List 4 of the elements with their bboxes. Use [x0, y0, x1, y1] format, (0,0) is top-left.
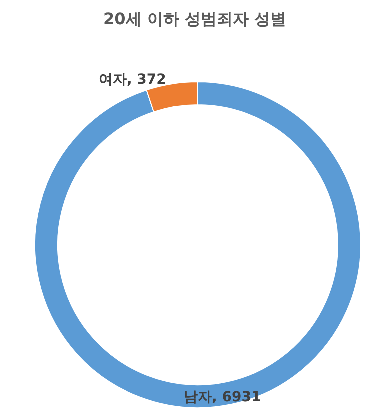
chart-title: 20세 이하 성범죄자 성별 — [104, 10, 286, 28]
slice-label: 남자 — [184, 390, 212, 406]
data-label: , 372 — [126, 72, 166, 88]
slice-label: 여자 — [98, 72, 127, 88]
